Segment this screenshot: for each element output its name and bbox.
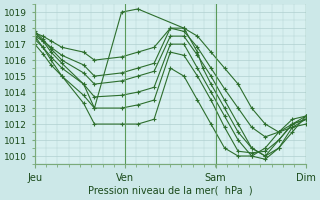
X-axis label: Pression niveau de la mer(  hPa  ): Pression niveau de la mer( hPa ): [88, 186, 253, 196]
